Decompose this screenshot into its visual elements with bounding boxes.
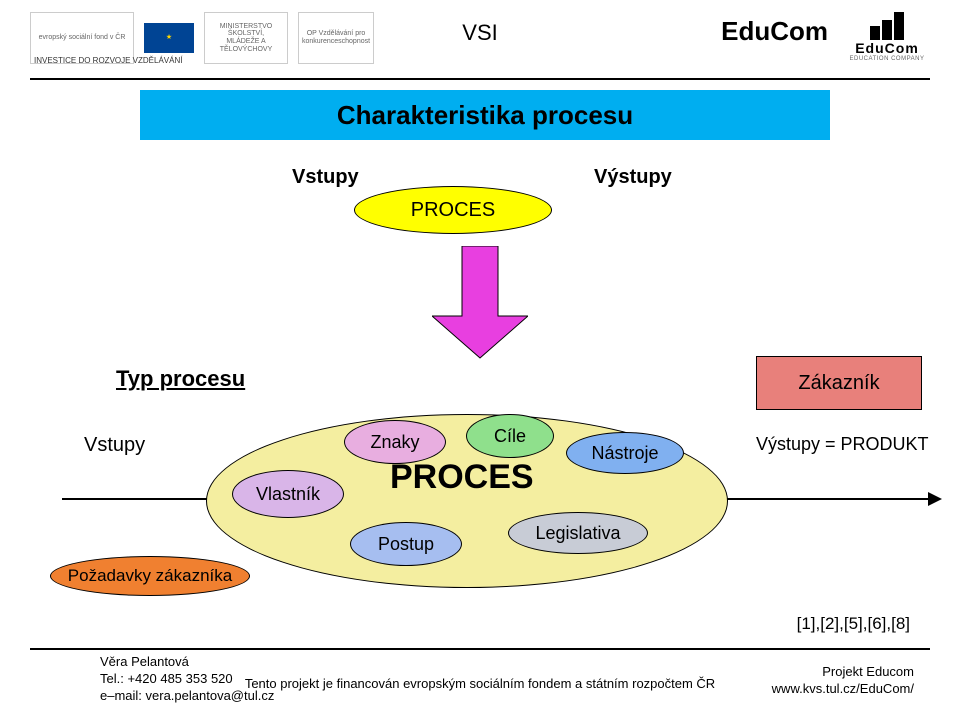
- label-vstupy-left: Vstupy: [84, 434, 145, 457]
- footer-author: Věra Pelantová: [100, 654, 274, 671]
- oval-postup: Postup: [350, 522, 462, 566]
- educom-logo-text: EduCom: [855, 40, 919, 56]
- oval-cile: Cíle: [466, 414, 554, 458]
- citation: [1],[2],[5],[6],[8]: [797, 614, 910, 634]
- label-vystupy-produkt: Výstupy = PRODUKT: [756, 434, 929, 455]
- footer-url: www.kvs.tul.cz/EduCom/: [772, 681, 914, 698]
- footer-right: Projekt Educom www.kvs.tul.cz/EduCom/: [772, 664, 914, 698]
- logo-eu: ★: [144, 23, 194, 53]
- footer-project: Projekt Educom: [772, 664, 914, 681]
- arrow-down-icon: [432, 246, 528, 362]
- logo-op: OP Vzdělávání pro konkurenceschopnost: [298, 12, 374, 64]
- divider-bottom: [30, 648, 930, 650]
- oval-proces-top: PROCES: [354, 186, 552, 234]
- label-proces-big: PROCES: [390, 458, 534, 497]
- label-vystupy-top: Výstupy: [594, 166, 672, 189]
- header-brand-right: EduCom: [721, 16, 828, 47]
- label-typ-procesu: Typ procesu: [116, 366, 245, 392]
- oval-nastroje: Nástroje: [566, 432, 684, 474]
- educom-logo-bars: [870, 10, 904, 40]
- oval-legislativa: Legislativa: [508, 512, 648, 554]
- arrowhead-right-icon: [928, 492, 942, 506]
- oval-znaky: Znaky: [344, 420, 446, 464]
- oval-pozadavky: Požadavky zákazníka: [50, 556, 250, 596]
- box-zakaznik: Zákazník: [756, 356, 922, 410]
- slide-title: Charakteristika procesu: [140, 90, 830, 140]
- label-vstupy-top: Vstupy: [292, 166, 359, 189]
- header-title-center: VSI: [462, 20, 497, 46]
- educom-logo-sub: EDUCATION COMPANY: [850, 56, 925, 62]
- educom-logo: EduCom EDUCATION COMPANY: [844, 8, 930, 64]
- oval-vlastnik: Vlastník: [232, 470, 344, 518]
- logo-msmt: MINISTERSTVO ŠKOLSTVÍ, MLÁDEŽE A TĚLOVÝC…: [204, 12, 288, 64]
- divider-top: [30, 78, 930, 80]
- caption-investice: INVESTICE DO ROZVOJE VZDĚLÁVÁNÍ: [34, 56, 182, 65]
